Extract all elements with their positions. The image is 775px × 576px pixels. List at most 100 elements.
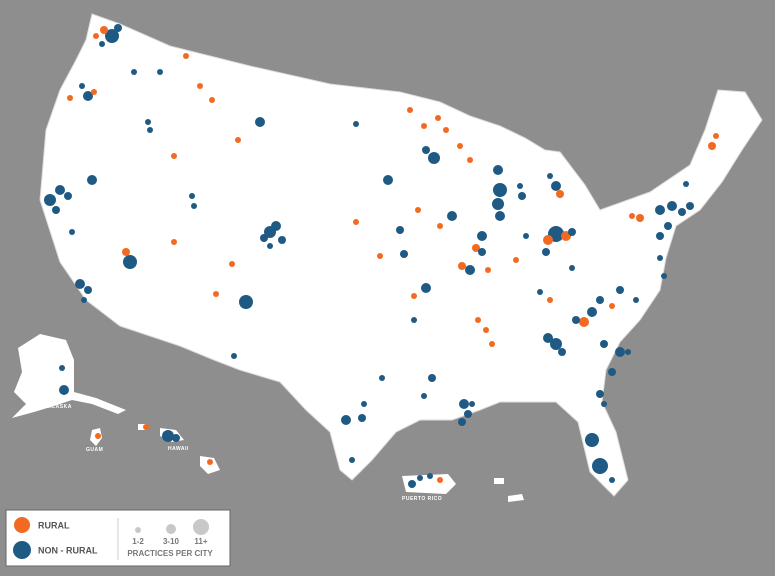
rural-dot (483, 327, 489, 333)
non-rural-dot (678, 208, 686, 216)
non-rural-dot (59, 385, 69, 395)
rural-dot (437, 477, 443, 483)
legend: RURAL NON - RURAL 1-2 3-10 11+ PRACTICES… (5, 509, 231, 567)
non-rural-dot (664, 222, 672, 230)
non-rural-dot (633, 297, 639, 303)
non-rural-dot (81, 297, 87, 303)
rural-dot (472, 244, 480, 252)
non-rural-dot (657, 255, 663, 261)
non-rural-dot (656, 232, 664, 240)
non-rural-dot (145, 119, 151, 125)
non-rural-dot (411, 317, 417, 323)
non-rural-dot (341, 415, 351, 425)
non-rural-dot (172, 434, 180, 442)
rural-dot (95, 433, 101, 439)
rural-dot (629, 213, 635, 219)
rural-dot (207, 459, 213, 465)
non-rural-dot (79, 83, 85, 89)
rural-dot (209, 97, 215, 103)
non-rural-dot (157, 69, 163, 75)
non-rural-dot (686, 202, 694, 210)
rural-dot (437, 223, 443, 229)
rural-dot (457, 143, 463, 149)
rural-dot (513, 257, 519, 263)
rural-dot (579, 317, 589, 327)
non-rural-dot (105, 29, 119, 43)
non-rural-dot (123, 255, 137, 269)
size-title: PRACTICES PER CITY (127, 549, 213, 558)
rural-dot (93, 33, 99, 39)
rural-dot (171, 153, 177, 159)
non-rural-dot (383, 175, 393, 185)
non-rural-dot (349, 457, 355, 463)
non-rural-dot (459, 399, 469, 409)
non-rural-dot (83, 91, 93, 101)
non-rural-dot (267, 243, 273, 249)
non-rural-dot (495, 211, 505, 221)
non-rural-dot (572, 316, 580, 324)
non-rural-dot (585, 433, 599, 447)
rural-dot (143, 424, 149, 430)
non-rural-dot (568, 228, 576, 236)
rural-dot (407, 107, 413, 113)
non-rural-dot (477, 231, 487, 241)
non-rural-dot (655, 205, 665, 215)
non-rural-dot (55, 185, 65, 195)
non-rural-dot (596, 390, 604, 398)
non-rural-dot (396, 226, 404, 234)
rural-dot (235, 137, 241, 143)
non-rural-dot (569, 265, 575, 271)
rural-dot (377, 253, 383, 259)
region-label: PUERTO RICO (402, 496, 442, 502)
rural-dot (489, 341, 495, 347)
legend-label: NON - RURAL (38, 545, 98, 555)
region-label: HAWAII (168, 446, 189, 452)
rural-dot (543, 235, 553, 245)
non-rural-dot (543, 333, 553, 343)
rural-dot (197, 83, 203, 89)
non-rural-dot (131, 69, 137, 75)
non-rural-dot (551, 181, 561, 191)
rural-dot (636, 214, 644, 222)
non-rural-dot (537, 289, 543, 295)
non-rural-dot (114, 24, 122, 32)
rural-dot (475, 317, 481, 323)
non-rural-dot (667, 201, 677, 211)
non-rural-dot (69, 229, 75, 235)
non-rural-dot (547, 173, 553, 179)
region-label: ALASKA (48, 404, 72, 410)
rural-dot (547, 297, 553, 303)
non-rural-dot (59, 365, 65, 371)
size-label: 3-10 (163, 537, 180, 546)
non-rural-dot (469, 401, 475, 407)
rural-dot (100, 26, 108, 34)
rural-dot (91, 89, 97, 95)
non-rural-dot (162, 430, 174, 442)
non-rural-dot (596, 296, 604, 304)
non-rural-dot (600, 340, 608, 348)
non-rural-dot (87, 175, 97, 185)
non-rural-dot (191, 203, 197, 209)
island (508, 494, 524, 502)
rural-dot (229, 261, 235, 267)
non-rural-dot (464, 410, 472, 418)
non-rural-dot (379, 375, 385, 381)
non-rural-dot (44, 194, 56, 206)
non-rural-dot (428, 374, 436, 382)
non-rural-dot (421, 283, 431, 293)
non-rural-dot (271, 221, 281, 231)
non-rural-dot (601, 401, 607, 407)
non-rural-dot (361, 401, 367, 407)
non-rural-dot (465, 265, 475, 275)
non-rural-dot (428, 152, 440, 164)
size-label: 1-2 (132, 537, 144, 546)
non-rural-dot (75, 279, 85, 289)
non-rural-dot (52, 206, 60, 214)
non-rural-dot (400, 250, 408, 258)
non-rural-dot (353, 121, 359, 127)
non-rural-dot (358, 414, 366, 422)
rural-dot (183, 53, 189, 59)
non-rural-dot (408, 480, 416, 488)
non-rural-dot (478, 248, 486, 256)
non-rural-dot (587, 307, 597, 317)
